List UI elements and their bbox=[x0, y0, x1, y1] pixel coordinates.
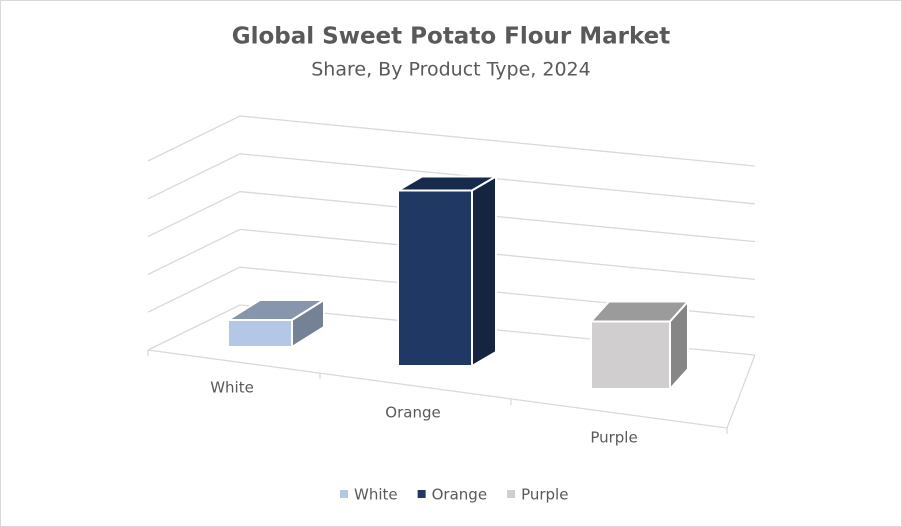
legend-label: Purple bbox=[521, 486, 568, 504]
legend-marker bbox=[507, 490, 516, 498]
floor-edge bbox=[147, 349, 728, 429]
legend-label: White bbox=[354, 486, 398, 504]
chart-subtitle: Share, By Product Type, 2024 bbox=[311, 59, 590, 81]
x-tick-label: Orange bbox=[385, 404, 440, 422]
grid-line bbox=[147, 115, 756, 167]
legend-marker bbox=[340, 490, 348, 498]
bar-side bbox=[471, 174, 497, 368]
legend-label: Orange bbox=[432, 486, 487, 504]
grid-line bbox=[147, 228, 756, 281]
bar bbox=[227, 319, 293, 348]
floor-edge bbox=[726, 354, 756, 429]
x-tick-label: Purple bbox=[590, 429, 637, 447]
chart-title: Global Sweet Potato Flour Market bbox=[232, 24, 671, 50]
grid-line bbox=[147, 190, 756, 243]
legend-marker bbox=[417, 490, 426, 498]
bar bbox=[590, 320, 671, 390]
grid-line bbox=[147, 153, 756, 205]
bar bbox=[397, 189, 473, 367]
grid-line bbox=[147, 266, 756, 318]
x-tick-label: White bbox=[210, 379, 254, 397]
grid-line bbox=[147, 304, 756, 356]
